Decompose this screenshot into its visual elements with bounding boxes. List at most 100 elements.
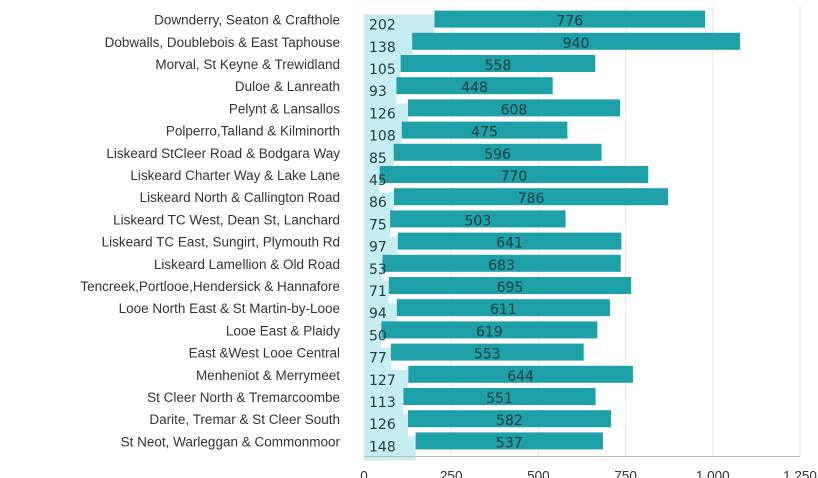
value-label-series-1: 138 <box>369 40 396 56</box>
category-label: Looe East & Plaidy <box>226 323 340 338</box>
value-label-series-2: 537 <box>496 435 523 451</box>
value-label-series-2: 475 <box>471 125 498 141</box>
value-label-series-2: 786 <box>518 191 545 207</box>
value-label-series-1: 85 <box>369 151 387 167</box>
category-label: Liskeard StCleer Road & Bodgara Way <box>106 146 340 161</box>
value-label-series-1: 86 <box>369 195 387 211</box>
bar-series-1 <box>364 347 391 372</box>
bar-series-2 <box>379 166 649 183</box>
bar-series-2 <box>393 143 602 161</box>
bar-series-2 <box>396 77 553 95</box>
value-label-series-1: 108 <box>369 129 396 145</box>
value-label-series-2: 596 <box>484 147 511 163</box>
category-label: Menheniot & Merrymeet <box>196 368 340 383</box>
value-label-series-2: 611 <box>490 302 517 318</box>
bar-series-2 <box>381 321 598 339</box>
bar-series-2 <box>393 188 669 206</box>
bar-series-1 <box>364 369 409 394</box>
value-label-series-2: 448 <box>461 80 488 96</box>
bar-series-2 <box>408 365 633 383</box>
bars <box>364 10 741 461</box>
value-label-series-1: 75 <box>369 217 387 233</box>
value-label-series-1: 113 <box>369 395 396 411</box>
category-label: Polperro,Talland & Kilminorth <box>166 124 340 139</box>
category-label: Duloe & Lanreath <box>235 79 340 94</box>
value-label-series-1: 126 <box>369 417 396 433</box>
category-label: Liskeard Lamellion & Old Road <box>154 257 340 272</box>
bar-series-1 <box>364 392 404 416</box>
category-label: Liskeard TC West, Dean St, Lanchard <box>113 212 340 227</box>
x-tick-label: 250 <box>440 469 463 478</box>
bar-series-2 <box>415 432 603 450</box>
category-labels: Downderry, Seaton & Crafthole Dobwalls, D… <box>80 13 340 450</box>
bar-series-1 <box>364 414 408 439</box>
category-label: East &West Looe Central <box>189 346 340 361</box>
value-label-series-1: 105 <box>369 62 396 78</box>
bar-series-2 <box>396 299 610 317</box>
bar-series-1 <box>364 192 394 217</box>
value-label-series-1: 71 <box>369 284 387 300</box>
value-label-series-1: 53 <box>369 262 387 278</box>
bar-series-2 <box>382 254 621 272</box>
category-label: Liskeard North & Callington Road <box>140 190 340 205</box>
value-label-series-1: 148 <box>369 439 396 455</box>
value-label-series-2: 551 <box>486 391 513 407</box>
bar-series-1 <box>364 59 401 83</box>
category-label: St Cleer North & Tremarcoombe <box>147 390 340 405</box>
bar-series-1 <box>364 325 382 350</box>
value-label-series-2: 553 <box>474 347 501 363</box>
value-label-series-2: 776 <box>556 14 583 30</box>
bar-series-2 <box>407 410 611 428</box>
bar-series-1 <box>364 281 389 305</box>
bar-series-1 <box>364 14 435 39</box>
category-label: Liskeard TC East, Sungirt, Plymouth Rd <box>102 235 340 250</box>
x-tick-label: 1,250 <box>783 469 817 478</box>
bar-series-2 <box>412 32 741 50</box>
value-label-series-2: 695 <box>497 280 524 296</box>
x-tick-label: 750 <box>614 469 637 478</box>
bar-series-1 <box>364 214 391 239</box>
value-label-series-1: 126 <box>369 106 396 122</box>
value-label-series-2: 503 <box>465 213 492 229</box>
value-label-series-2: 644 <box>507 369 534 385</box>
value-label-series-1: 202 <box>369 18 396 34</box>
x-tick-label: 0 <box>360 469 368 478</box>
value-label-series-2: 608 <box>501 102 528 118</box>
bar-series-2 <box>400 55 596 72</box>
value-label-series-2: 641 <box>496 236 523 252</box>
category-label: Liskeard Charter Way & Lake Lane <box>130 168 340 183</box>
value-label-series-2: 770 <box>501 169 528 185</box>
category-label: Darite, Tremar & St Cleer South <box>149 412 340 427</box>
x-tick-label: 1,000 <box>696 469 730 478</box>
bar-series-2 <box>388 277 632 294</box>
bar-series-2 <box>397 232 622 250</box>
x-tick-label: 500 <box>527 469 550 478</box>
x-axis: 0 250 500 750 1,000 1,250 <box>360 456 817 478</box>
category-label: St Neot, Warleggan & Commonmoor <box>121 434 341 449</box>
value-label-series-1: 97 <box>369 240 387 256</box>
value-label-series-1: 93 <box>369 84 387 100</box>
value-label-series-2: 582 <box>496 413 523 429</box>
value-labels: 202 776 138 940 105 558 93 448 126 608 108 475 85 596… <box>369 14 589 456</box>
bar-series-2 <box>434 10 706 28</box>
value-label-series-1: 94 <box>369 306 387 322</box>
category-label: Morval, St Keyne & Trewidland <box>155 57 340 72</box>
bar-series-2 <box>390 343 584 361</box>
value-label-series-1: 50 <box>369 328 387 344</box>
value-label-series-2: 940 <box>563 36 590 52</box>
bar-series-2 <box>407 99 621 117</box>
value-label-series-2: 683 <box>488 258 515 274</box>
bar-series-2 <box>403 388 596 405</box>
bar-series-2 <box>401 121 568 139</box>
value-label-series-1: 45 <box>369 173 387 189</box>
category-label: Dobwalls, Doublebois & East Taphouse <box>105 35 340 50</box>
value-label-series-2: 558 <box>485 58 512 74</box>
bar-series-1 <box>364 81 397 106</box>
category-label: Downderry, Seaton & Crafthole <box>154 13 340 28</box>
value-label-series-1: 127 <box>369 373 396 389</box>
bar-series-1 <box>364 258 383 283</box>
category-label: Tencreek,Portlooe,Hendersick & Hannafore <box>80 279 340 294</box>
category-label: Looe North East & St Martin-by-Looe <box>119 301 340 316</box>
category-label: Pelynt & Lansallos <box>229 101 340 116</box>
